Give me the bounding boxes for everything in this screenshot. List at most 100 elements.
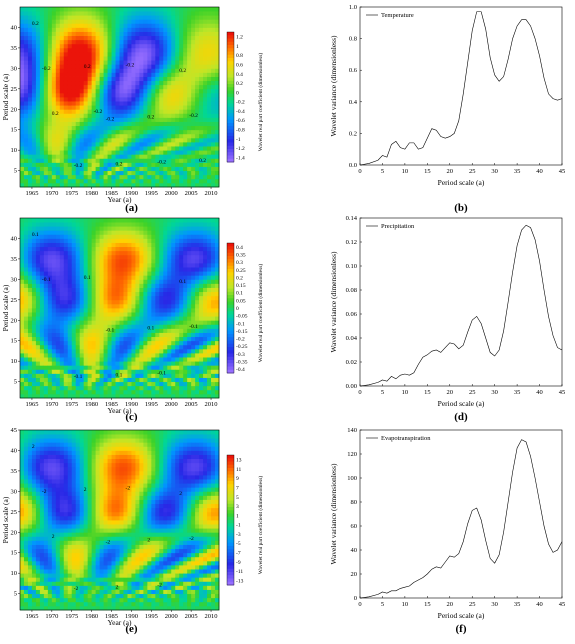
- heat-cell: [92, 134, 96, 138]
- heat-cell: [159, 64, 163, 68]
- heat-cell: [139, 341, 143, 345]
- colorbar-tick-label: -0.4: [236, 109, 245, 115]
- heat-cell: [40, 288, 44, 292]
- heat-cell: [207, 158, 211, 162]
- heat-cell: [175, 117, 179, 121]
- heat-cell: [159, 271, 163, 275]
- heat-cell: [163, 68, 167, 72]
- heat-cell: [36, 122, 40, 126]
- heat-cell: [120, 308, 124, 312]
- heat-cell: [48, 52, 52, 56]
- heat-cell: [191, 175, 195, 179]
- heat-cell: [60, 283, 64, 287]
- heat-cell: [116, 279, 120, 283]
- heat-cell: [40, 378, 44, 382]
- heat-cell: [64, 365, 68, 369]
- heat-cell: [52, 138, 56, 142]
- heat-cell: [76, 275, 80, 279]
- heat-cell: [32, 312, 36, 316]
- heat-cell: [147, 247, 151, 251]
- colorbar-segment: [227, 243, 234, 247]
- heat-cell: [163, 77, 167, 81]
- heat-cell: [203, 316, 207, 320]
- heat-cell: [163, 341, 167, 345]
- heat-cell: [112, 222, 116, 226]
- heat-cell: [135, 357, 139, 361]
- heat-cell: [127, 386, 131, 390]
- heat-cell: [84, 93, 88, 97]
- heat-cell: [100, 328, 104, 332]
- heat-cell: [36, 508, 40, 512]
- heat-cell: [52, 308, 56, 312]
- heat-cell: [207, 77, 211, 81]
- heat-cell: [84, 179, 88, 183]
- heat-cell: [60, 81, 64, 85]
- heat-cell: [127, 142, 131, 146]
- heat-cell: [112, 134, 116, 138]
- heat-cell: [167, 126, 171, 130]
- heat-cell: [183, 251, 187, 255]
- heat-cell: [120, 23, 124, 27]
- heat-cell: [96, 386, 100, 390]
- heat-cell: [108, 312, 112, 316]
- heat-cell: [80, 324, 84, 328]
- heat-cell: [147, 312, 151, 316]
- heat-cell: [116, 179, 120, 183]
- heat-cell: [20, 528, 24, 532]
- heat-cell: [36, 471, 40, 475]
- heat-cell: [199, 324, 203, 328]
- heat-cell: [175, 288, 179, 292]
- heat-cell: [187, 171, 191, 175]
- heat-cell: [100, 365, 104, 369]
- heat-cell: [44, 540, 48, 544]
- heat-cell: [64, 259, 68, 263]
- heat-cell: [48, 390, 52, 394]
- heat-cell: [20, 532, 24, 536]
- heat-cell: [207, 150, 211, 154]
- heat-cell: [88, 234, 92, 238]
- heat-cell: [159, 230, 163, 234]
- heat-cell: [64, 72, 68, 76]
- heat-cell: [159, 316, 163, 320]
- heat-cell: [48, 238, 52, 242]
- heat-cell: [131, 263, 135, 267]
- heat-cell: [171, 27, 175, 31]
- heat-cell: [167, 357, 171, 361]
- heat-cell: [88, 81, 92, 85]
- heat-cell: [123, 68, 127, 72]
- heat-cell: [28, 247, 32, 251]
- heat-cell: [203, 226, 207, 230]
- heat-cell: [123, 365, 127, 369]
- heat-cell: [135, 158, 139, 162]
- heat-cell: [60, 138, 64, 142]
- heat-cell: [163, 126, 167, 130]
- heat-cell: [120, 93, 124, 97]
- heat-cell: [187, 373, 191, 377]
- colorbar-segment: [227, 295, 234, 299]
- heat-cell: [24, 279, 28, 283]
- heat-cell: [32, 390, 36, 394]
- heat-cell: [88, 171, 92, 175]
- heat-cell: [159, 234, 163, 238]
- heat-cell: [183, 89, 187, 93]
- heat-cell: [72, 255, 76, 259]
- heat-cell: [195, 19, 199, 23]
- heat-cell: [40, 72, 44, 76]
- heat-cell: [28, 93, 32, 97]
- heat-cell: [147, 15, 151, 19]
- heat-cell: [120, 365, 124, 369]
- heat-cell: [183, 48, 187, 52]
- heat-cell: [64, 85, 68, 89]
- heat-cell: [195, 304, 199, 308]
- heat-cell: [191, 60, 195, 64]
- heat-cell: [207, 263, 211, 267]
- heat-cell: [183, 361, 187, 365]
- heat-cell: [32, 52, 36, 56]
- heat-cell: [68, 72, 72, 76]
- heat-cell: [127, 150, 131, 154]
- heat-cell: [187, 44, 191, 48]
- heat-cell: [171, 255, 175, 259]
- heat-cell: [120, 117, 124, 121]
- heat-cell: [36, 549, 40, 553]
- heat-cell: [100, 93, 104, 97]
